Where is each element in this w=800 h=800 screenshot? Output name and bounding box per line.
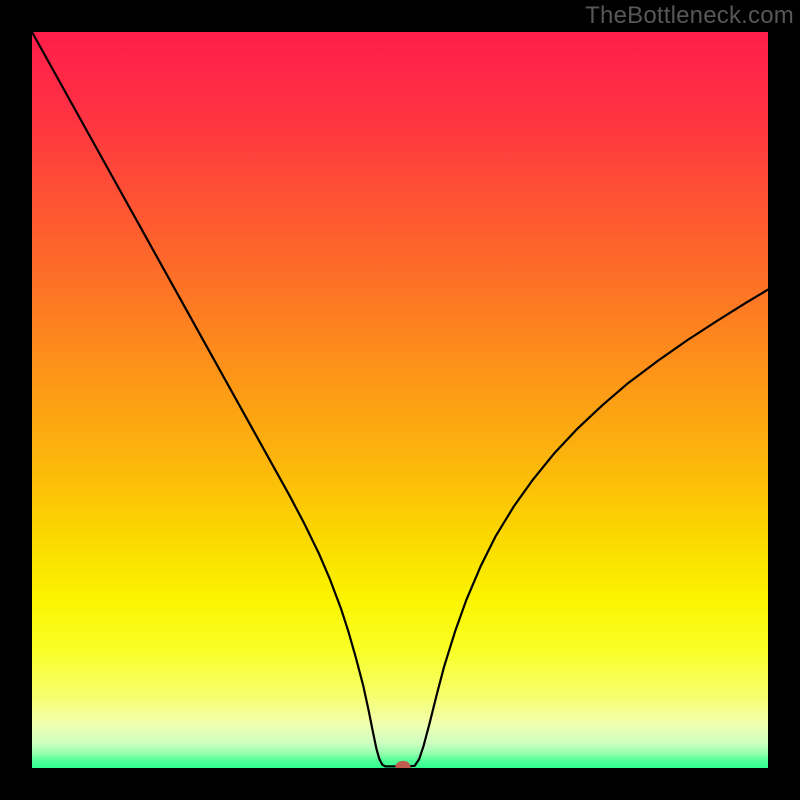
optimum-marker [395, 761, 410, 768]
bottleneck-curve [32, 32, 768, 766]
watermark-text: TheBottleneck.com [585, 2, 794, 30]
curve-overlay [32, 32, 768, 768]
plot-area [32, 32, 768, 768]
